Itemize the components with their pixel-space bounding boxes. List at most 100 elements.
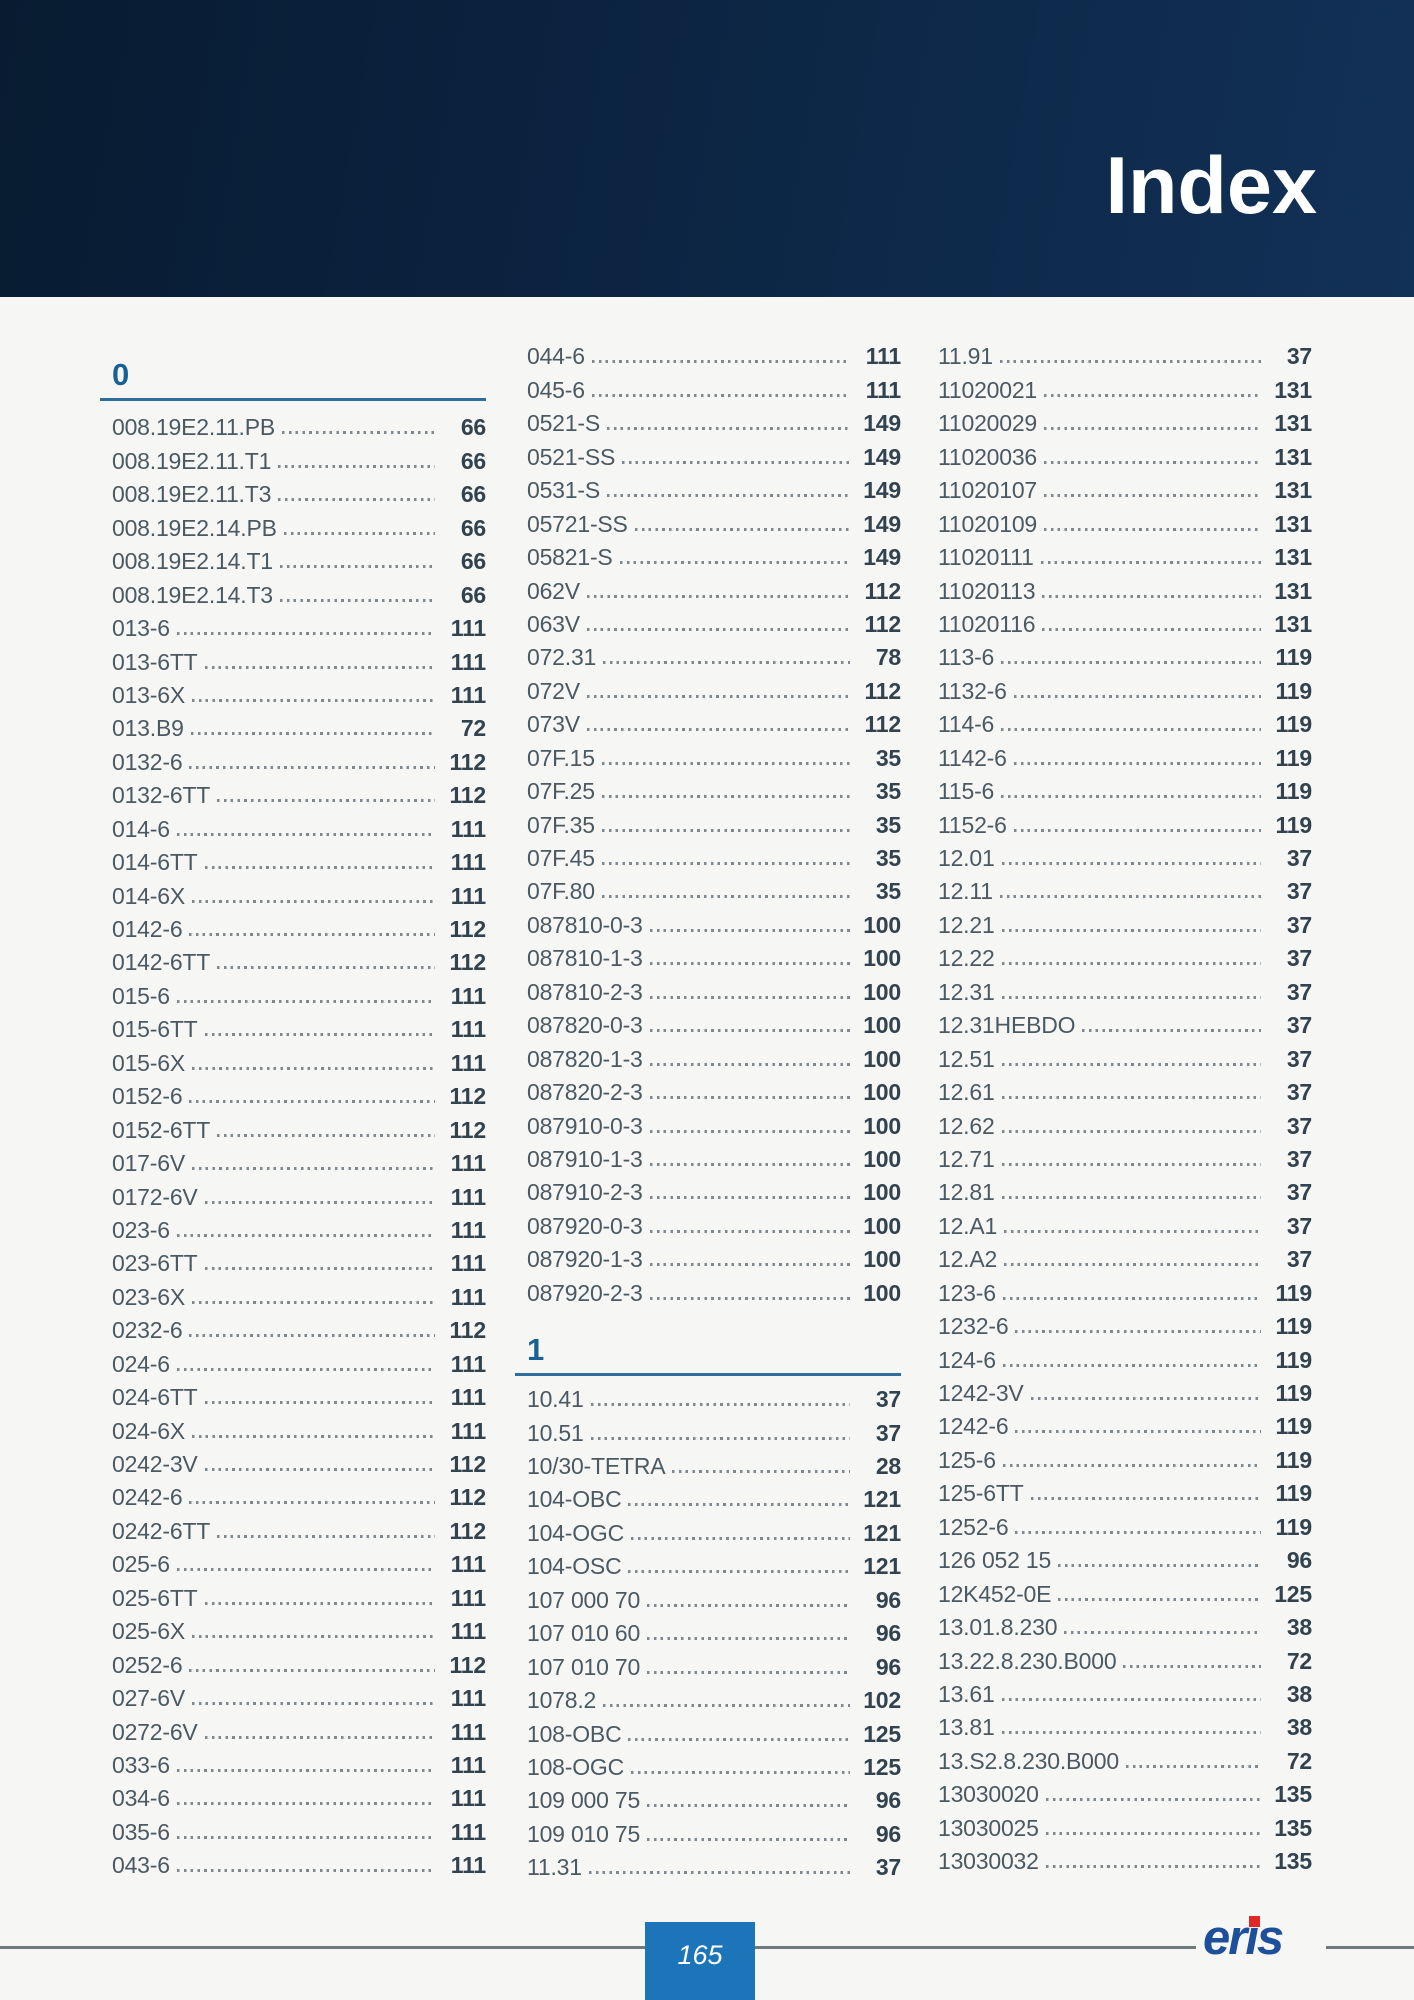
- entry-page-number: 72: [1286, 1747, 1312, 1774]
- entry-label: 11.91: [938, 343, 993, 370]
- entry-page-number: 125: [863, 1753, 901, 1780]
- dot-leader: [649, 1229, 850, 1233]
- entry-label: 13030025: [938, 1814, 1039, 1841]
- dot-leader: [649, 1263, 850, 1267]
- entry-page-number: 149: [863, 544, 901, 571]
- index-entry-row: 008.19E2.14.PB 66: [112, 511, 486, 544]
- entry-label: 0142-6TT: [112, 949, 211, 976]
- entry-page-number: 102: [863, 1687, 901, 1714]
- index-entry-row: 12.31HEBDO 37: [938, 1009, 1312, 1042]
- entry-label: 0152-6: [112, 1083, 183, 1110]
- entry-label: 087810-2-3: [527, 978, 643, 1005]
- index-entry-row: 0232-6 112: [112, 1314, 486, 1347]
- index-entry-row: 07F.45 35: [527, 842, 901, 875]
- dot-leader: [999, 360, 1261, 364]
- dot-leader: [1001, 928, 1261, 932]
- entry-page-number: 111: [450, 1551, 486, 1578]
- entry-page-number: 37: [1286, 911, 1312, 938]
- index-entry-row: 12.A2 37: [938, 1243, 1312, 1276]
- entry-page-number: 37: [1286, 878, 1312, 905]
- entry-label: 11020113: [938, 577, 1036, 604]
- index-column-2: 044-6 111 045-6 111 0521-S 149 0521-SS 149 0531-…: [515, 340, 901, 1884]
- index-entry-row: 12.11 37: [938, 875, 1312, 908]
- dot-leader: [1013, 828, 1261, 832]
- entry-page-number: 119: [1275, 644, 1312, 671]
- index-entry-row: 044-6 111: [527, 340, 901, 373]
- index-entry-row: 11020021 131: [938, 373, 1312, 406]
- dot-leader: [204, 866, 435, 870]
- dot-leader: [204, 1200, 435, 1204]
- entry-page-number: 100: [863, 945, 901, 972]
- entry-page-number: 111: [450, 1751, 486, 1778]
- entry-label: 107 000 70: [527, 1586, 641, 1613]
- entry-label: 0132-6: [112, 748, 183, 775]
- index-entry-row: 073V 112: [527, 708, 901, 741]
- index-entry-row: 025-6TT 111: [112, 1581, 486, 1614]
- entry-page-number: 111: [450, 1250, 486, 1277]
- index-entry-row: 12.01 37: [938, 842, 1312, 875]
- dot-leader: [1001, 1129, 1261, 1133]
- entry-page-number: 66: [460, 414, 486, 441]
- index-entry-row: 0272-6V 111: [112, 1715, 486, 1748]
- entry-label: 115-6: [938, 778, 995, 805]
- index-entry-row: 008.19E2.11.T1 66: [112, 444, 486, 477]
- entry-page-number: 119: [1275, 778, 1312, 805]
- entry-page-number: 111: [450, 849, 486, 876]
- index-entry-row: 07F.80 35: [527, 875, 901, 908]
- index-entry-row: 087810-2-3 100: [527, 975, 901, 1008]
- index-entry-row: 11020111 131: [938, 541, 1312, 574]
- entry-label: 13.01.8.230: [938, 1614, 1058, 1641]
- dot-leader: [1042, 627, 1261, 631]
- entry-label: 13.S2.8.230.B000: [938, 1747, 1119, 1774]
- entry-page-number: 35: [875, 878, 901, 905]
- index-entry-row: 0132-6TT 112: [112, 779, 486, 812]
- entry-label: 027-6V: [112, 1685, 185, 1712]
- index-entry-row: 11.31 37: [527, 1851, 901, 1884]
- entry-label: 113-6: [938, 644, 995, 671]
- dot-leader: [204, 1468, 435, 1471]
- entry-label: 023-6: [112, 1216, 170, 1243]
- entry-label: 035-6: [112, 1818, 170, 1845]
- dot-leader: [647, 1670, 850, 1674]
- dot-leader: [1001, 1731, 1261, 1735]
- dot-leader: [191, 1702, 435, 1706]
- entry-label: 0521-S: [527, 410, 600, 437]
- entry-page-number: 111: [450, 1283, 486, 1310]
- entry-label: 1078.2: [527, 1687, 597, 1714]
- dot-leader: [603, 661, 850, 665]
- dot-leader: [649, 1129, 850, 1133]
- index-entry-row: 1078.2 102: [527, 1684, 901, 1717]
- index-entry-row: 008.19E2.14.T1 66: [112, 545, 486, 578]
- entry-label: 1232-6: [938, 1313, 1009, 1340]
- dot-leader: [1002, 1363, 1261, 1367]
- entry-page-number: 100: [863, 1279, 901, 1306]
- entry-page-number: 111: [450, 1618, 486, 1645]
- index-entry-row: 0242-6TT 112: [112, 1514, 486, 1547]
- entry-label: 044-6: [527, 343, 585, 370]
- dot-leader: [619, 561, 850, 565]
- index-entry-row: 087910-0-3 100: [527, 1109, 901, 1142]
- entry-page-number: 100: [863, 1145, 901, 1172]
- index-entry-row: 017-6V 111: [112, 1147, 486, 1180]
- entry-page-number: 119: [1275, 1380, 1312, 1406]
- dot-leader: [1013, 694, 1261, 698]
- entry-label: 014-6: [112, 815, 170, 842]
- dot-leader: [278, 464, 435, 468]
- entry-page-number: 112: [449, 1517, 486, 1544]
- entry-page-number: 35: [875, 811, 901, 838]
- entry-label: 0521-SS: [527, 443, 616, 470]
- entry-label: 013-6TT: [112, 648, 198, 675]
- dot-leader: [191, 1635, 435, 1639]
- index-entry-row: 014-6 111: [112, 812, 486, 845]
- index-entry-row: 0142-6 112: [112, 913, 486, 946]
- dot-leader: [189, 1100, 435, 1104]
- entry-label: 0132-6TT: [112, 782, 211, 809]
- entry-page-number: 111: [450, 615, 486, 642]
- index-entry-row: 07F.15 35: [527, 741, 901, 774]
- entry-label: 12.71: [938, 1145, 995, 1172]
- dot-leader: [204, 1033, 435, 1037]
- entry-page-number: 112: [449, 748, 486, 775]
- dot-leader: [283, 531, 435, 535]
- entry-page-number: 111: [450, 1718, 486, 1745]
- entry-label: 034-6: [112, 1785, 170, 1812]
